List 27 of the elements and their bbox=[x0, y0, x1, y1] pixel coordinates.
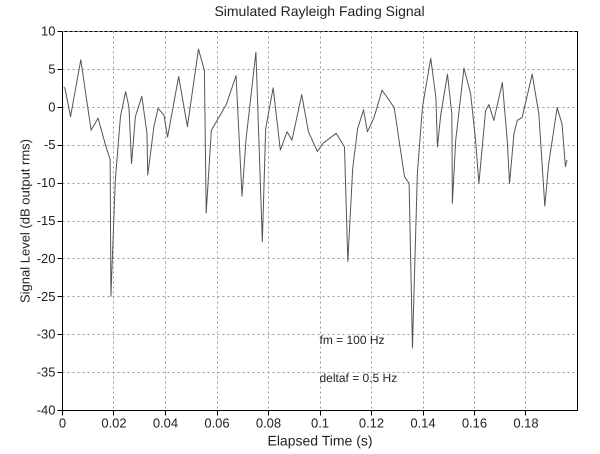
annotation: deltaf = 0.5 Hz bbox=[320, 370, 398, 385]
y-tick-label: -15 bbox=[36, 213, 56, 228]
y-tick-label: -30 bbox=[36, 326, 56, 342]
y-tick-label: 5 bbox=[48, 61, 56, 76]
y-tick-label: -10 bbox=[36, 175, 56, 190]
x-tick-label: 0.14 bbox=[410, 416, 436, 430]
y-tick-label: 0 bbox=[48, 99, 56, 114]
y-axis-title: Signal Level (dB output rms) bbox=[18, 138, 33, 304]
x-tick-label: 0.1 bbox=[310, 416, 330, 430]
y-tick-label: -40 bbox=[36, 402, 56, 418]
x-axis-title: Elapsed Time (s) bbox=[267, 432, 373, 448]
x-tick-label: 0.08 bbox=[256, 416, 282, 430]
chart-title: Simulated Rayleigh Fading Signal bbox=[214, 3, 425, 19]
y-tick-label: -35 bbox=[36, 364, 56, 380]
x-tick-label: 0.04 bbox=[152, 416, 178, 430]
x-tick-label: 0.02 bbox=[101, 416, 127, 430]
x-tick-label: 0 bbox=[58, 416, 66, 430]
x-tick-label: 0.16 bbox=[462, 416, 488, 430]
x-tick-label: 0.18 bbox=[513, 416, 539, 430]
y-tick-label: -5 bbox=[44, 137, 56, 152]
line-series bbox=[63, 48, 568, 348]
x-tick-label: 0.06 bbox=[204, 416, 230, 430]
y-tick-label: 10 bbox=[41, 24, 56, 38]
annotation: fm = 100 Hz bbox=[320, 332, 385, 347]
y-tick-label: -20 bbox=[36, 250, 56, 266]
y-tick-label: -25 bbox=[36, 288, 56, 304]
x-tick-label: 0.12 bbox=[358, 416, 384, 430]
